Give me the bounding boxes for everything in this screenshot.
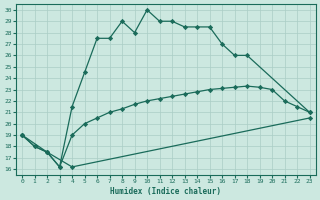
X-axis label: Humidex (Indice chaleur): Humidex (Indice chaleur) xyxy=(110,187,221,196)
